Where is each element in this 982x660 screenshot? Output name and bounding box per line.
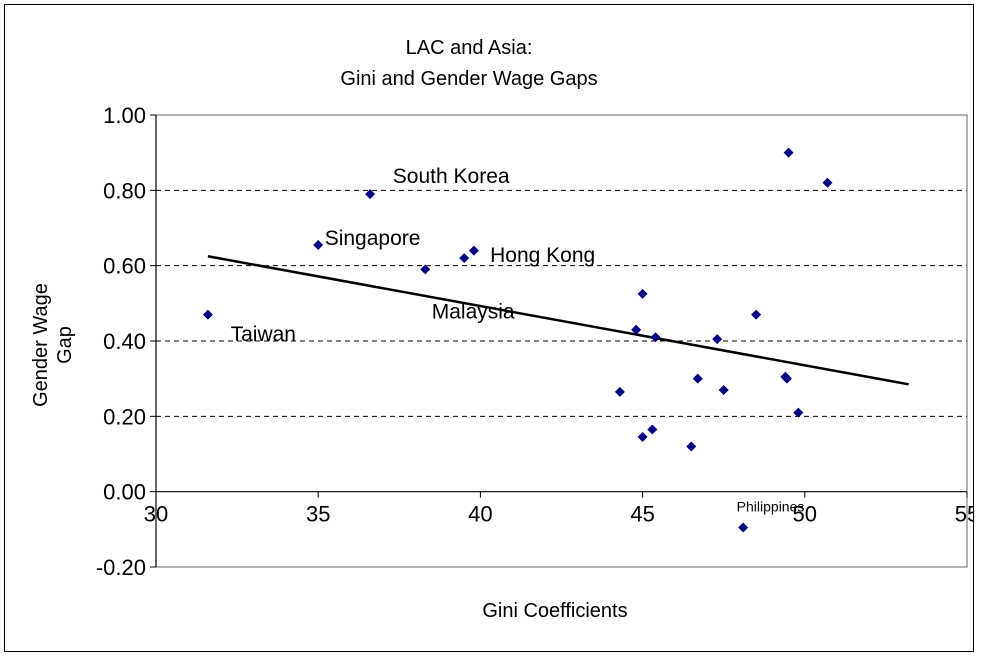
data-point-5 (468, 245, 479, 256)
y-tick-label-1: 0.00 (103, 480, 146, 505)
x-tick-label-4: 50 (793, 502, 817, 527)
chart-title-line-1: LAC and Asia: (406, 37, 533, 59)
data-point-10 (647, 424, 658, 435)
data-point-16 (738, 522, 749, 533)
plot-area: -0.20 0.00 0.20 0.40 0.60 0.80 1.00 30 35 40 45 50 5… (96, 103, 973, 580)
point-label-singapore: Singapore (325, 227, 421, 250)
data-point-7 (631, 324, 642, 335)
x-axis-label: Gini Coefficients (482, 600, 627, 622)
y-tick-label-6: 1.00 (103, 103, 146, 128)
data-point-9 (637, 432, 648, 443)
y-tick-label-2: 0.20 (103, 404, 146, 429)
y-tick-label-5: 0.80 (103, 178, 146, 203)
point-label-taiwan: Taiwan (231, 323, 296, 346)
data-point-12 (686, 441, 697, 452)
data-point-0 (202, 309, 213, 320)
y-axis-label-line-2: Gap (54, 326, 76, 364)
point-label-south-korea: South Korea (393, 165, 510, 188)
data-point-8 (637, 288, 648, 299)
data-point-2 (365, 189, 376, 200)
data-point-13 (692, 373, 703, 384)
y-tick-label-3: 0.40 (103, 329, 146, 354)
point-label-malaysia: Malaysia (432, 300, 515, 323)
y-axis-label-line-1: Gender Wage (30, 283, 52, 407)
x-tick-label-1: 35 (306, 502, 330, 527)
y-tick-label-0: -0.20 (96, 555, 146, 580)
scatter-chart: LAC and Asia: Gini and Gender Wage Gaps … (30, 37, 973, 622)
data-point-21 (793, 407, 804, 418)
data-point-11 (650, 332, 661, 343)
data-point-1 (313, 239, 324, 250)
trendline (207, 255, 909, 386)
point-label-hong-kong: Hong Kong (490, 244, 595, 267)
x-tick-label-0: 30 (144, 502, 168, 527)
data-point-19 (781, 373, 792, 384)
data-point-6 (614, 386, 625, 397)
data-point-3 (420, 264, 431, 275)
x-tick-label-2: 40 (468, 502, 492, 527)
x-tick-label-5: 55 (955, 502, 973, 527)
chart-title-line-2: Gini and Gender Wage Gaps (340, 68, 597, 90)
data-point-17 (751, 309, 762, 320)
x-tick-label-3: 45 (630, 502, 654, 527)
data-point-20 (783, 147, 794, 158)
point-label-philippines: Philippines (737, 499, 805, 515)
data-point-22 (822, 177, 833, 188)
y-tick-label-4: 0.60 (103, 254, 146, 279)
chart-frame: LAC and Asia: Gini and Gender Wage Gaps … (4, 4, 974, 652)
data-point-15 (718, 384, 729, 395)
data-point-4 (459, 253, 470, 264)
data-point-14 (712, 334, 723, 345)
